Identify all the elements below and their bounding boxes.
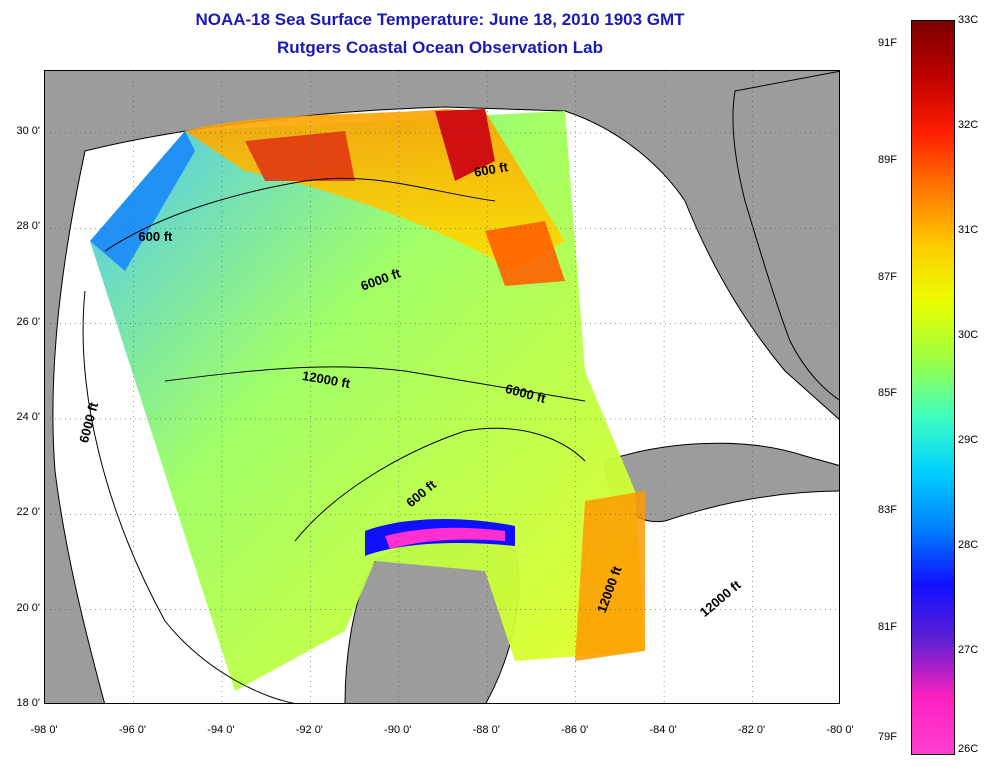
latitude-tick-label: 18 0' [16,697,40,709]
latitude-tick-label: 24 0' [16,410,40,423]
colorbar-celsius-label: 32C [958,119,979,131]
latitude-tick-label: 30 0' [16,124,40,137]
colorbar-fahrenheit-label: 85F [878,387,897,400]
colorbar-celsius-label: 33C [958,14,979,26]
map-subtitle: Rutgers Coastal Ocean Observation Lab [277,38,603,57]
sst-hot-spot-louisiana [245,131,355,181]
colorbar-fahrenheit-label: 89F [878,154,897,166]
contour-12000ft [164,366,586,402]
colorbar-celsius-label: 31C [958,224,979,236]
latitude-tick-label: 28 0' [16,220,40,233]
contour-label: 600 ft [138,228,173,244]
latitude-tick-label: 22 0' [16,506,40,519]
longitude-tick-label: -86 0' [561,724,589,736]
longitude-tick-label: -92 0' [295,724,323,736]
contour-600ft-yucatan [294,427,586,542]
colorbar-fahrenheit-label: 87F [878,270,897,283]
colorbar-celsius-label: 30C [958,329,979,341]
longitude-tick-label: -82 0' [737,724,766,736]
sst-map-canvas [45,71,839,703]
longitude-tick-label: -90 0' [384,724,412,736]
latitude-tick-label: 26 0' [16,315,40,328]
latitude-tick-label: 20 0' [16,601,40,614]
sst-hot-spot-central [485,221,565,286]
longitude-tick-label: -84 0' [649,724,677,736]
sst-map [44,70,840,704]
colorbar-celsius-label: 27C [958,644,979,656]
sst-hot-spot-mississippi [435,109,495,181]
map-title: NOAA-18 Sea Surface Temperature: June 18… [195,10,685,29]
colorbar-celsius-label: 28C [958,539,979,551]
colorbar-fahrenheit-label: 83F [878,504,897,516]
florida-land [732,71,839,401]
sst-caribbean-warm [575,491,645,661]
colorbar-fahrenheit-label: 79F [878,731,897,744]
longitude-tick-label: -94 0' [207,724,235,736]
longitude-tick-label: -96 0' [118,724,147,736]
colorbar-fahrenheit-label: 81F [878,620,897,633]
contour-600ft [104,177,496,252]
longitude-tick-label: -98 0' [30,724,58,736]
longitude-tick-label: -88 0' [472,724,500,736]
longitude-tick-label: -80 0' [826,724,854,736]
graticule [45,71,839,703]
colorbar-celsius-label: 26C [958,743,979,755]
colorbar-fahrenheit-label: 91F [878,37,897,50]
temperature-colorbar [911,20,955,755]
sst-cool-coast-texas [90,131,195,271]
colorbar-celsius-label: 29C [958,434,979,446]
contour-6000ft [82,290,296,703]
sst-coldest-core [385,527,505,549]
